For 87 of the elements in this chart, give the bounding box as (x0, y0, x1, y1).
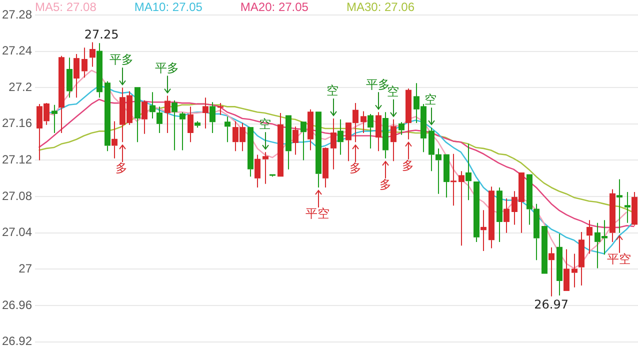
candlestick (624, 192, 630, 224)
candlestick (104, 80, 110, 152)
y-tick-label: 27.2 (8, 80, 32, 94)
y-tick-label: 27.28 (2, 7, 32, 22)
text: MA10: 27.05 (134, 0, 202, 14)
candlestick (58, 55, 64, 134)
candlestick (450, 153, 456, 206)
candlestick (444, 154, 450, 198)
candlestick (338, 118, 344, 156)
candlestick (134, 87, 140, 143)
candlestick (376, 112, 382, 152)
candlestick (164, 95, 170, 134)
candlestick (142, 100, 148, 134)
annotation: 空 (387, 84, 400, 99)
candlestick (564, 248, 570, 291)
candlestick (300, 122, 306, 161)
candlestick (262, 152, 268, 184)
candlestick (278, 112, 284, 177)
candlestick (382, 112, 388, 159)
candlestick (368, 113, 374, 149)
annotation: 平空 (306, 206, 330, 221)
candlestick (610, 188, 616, 242)
candlestick (330, 118, 336, 170)
y-tick-label: 27.16 (2, 116, 32, 130)
candlestick (360, 110, 366, 134)
annotation: 空 (424, 92, 437, 107)
candlestick (254, 154, 260, 188)
text: MA5: 27.08 (35, 0, 96, 14)
candlestick (488, 186, 494, 249)
candlestick (66, 57, 72, 98)
y-tick-label: 27.12 (2, 152, 32, 167)
candlestick (172, 100, 178, 151)
candlestick (466, 143, 472, 201)
candlestick (616, 178, 622, 234)
text: MA30: 27.06 (346, 0, 415, 14)
candlestick (74, 54, 80, 98)
candlestick (480, 210, 486, 252)
candlestick (398, 122, 404, 136)
y-tick-label: 27.08 (2, 188, 32, 203)
candlestick (572, 253, 578, 288)
annotation: 多 (349, 161, 362, 176)
candlestick (96, 42, 102, 98)
candlestick (218, 102, 224, 116)
annotation: 多 (116, 161, 128, 176)
candlestick (578, 231, 584, 286)
candlestick (224, 116, 230, 143)
candlestick (458, 170, 464, 246)
candlestick (390, 118, 396, 162)
candlestick (496, 186, 502, 242)
annotation: 空 (326, 84, 339, 98)
candlestick (194, 120, 200, 128)
candlestick (156, 106, 162, 134)
annotation: 27.25 (84, 27, 119, 42)
candlestick (308, 108, 314, 151)
candlestick (82, 47, 88, 78)
candlestick (292, 126, 298, 156)
candlestick (188, 106, 194, 143)
y-tick-label: 27 (18, 261, 32, 276)
y-tick-label: 27.24 (2, 44, 32, 58)
candlestick (202, 97, 208, 129)
text: MA20: 27.05 (240, 0, 308, 14)
candlestick (406, 88, 412, 140)
candlestick (210, 102, 216, 134)
y-tick-label: 26.92 (2, 334, 32, 348)
annotation: 多 (402, 158, 414, 172)
annotation: 平空 (607, 252, 632, 266)
candlestick (316, 112, 322, 188)
candlestick (556, 233, 562, 296)
candlestick (180, 112, 186, 151)
annotation: 26.97 (534, 298, 568, 312)
candlestick (586, 220, 592, 254)
candlestick (150, 92, 156, 119)
candlestick (112, 120, 118, 159)
y-tick-label: 27.04 (2, 225, 32, 240)
candlestick (474, 182, 480, 242)
candlestick (548, 246, 554, 297)
candlestick (504, 198, 510, 234)
candlestick (90, 42, 96, 68)
annotation: 平多 (110, 52, 134, 67)
annotation: 平多 (154, 60, 179, 75)
candlestick (632, 192, 638, 226)
annotation: 多 (379, 178, 392, 192)
candlestick (286, 115, 292, 170)
y-tick-label: 26.96 (2, 298, 32, 312)
candlestick (322, 147, 328, 188)
candlestick (52, 104, 58, 134)
candlestick (248, 127, 254, 178)
